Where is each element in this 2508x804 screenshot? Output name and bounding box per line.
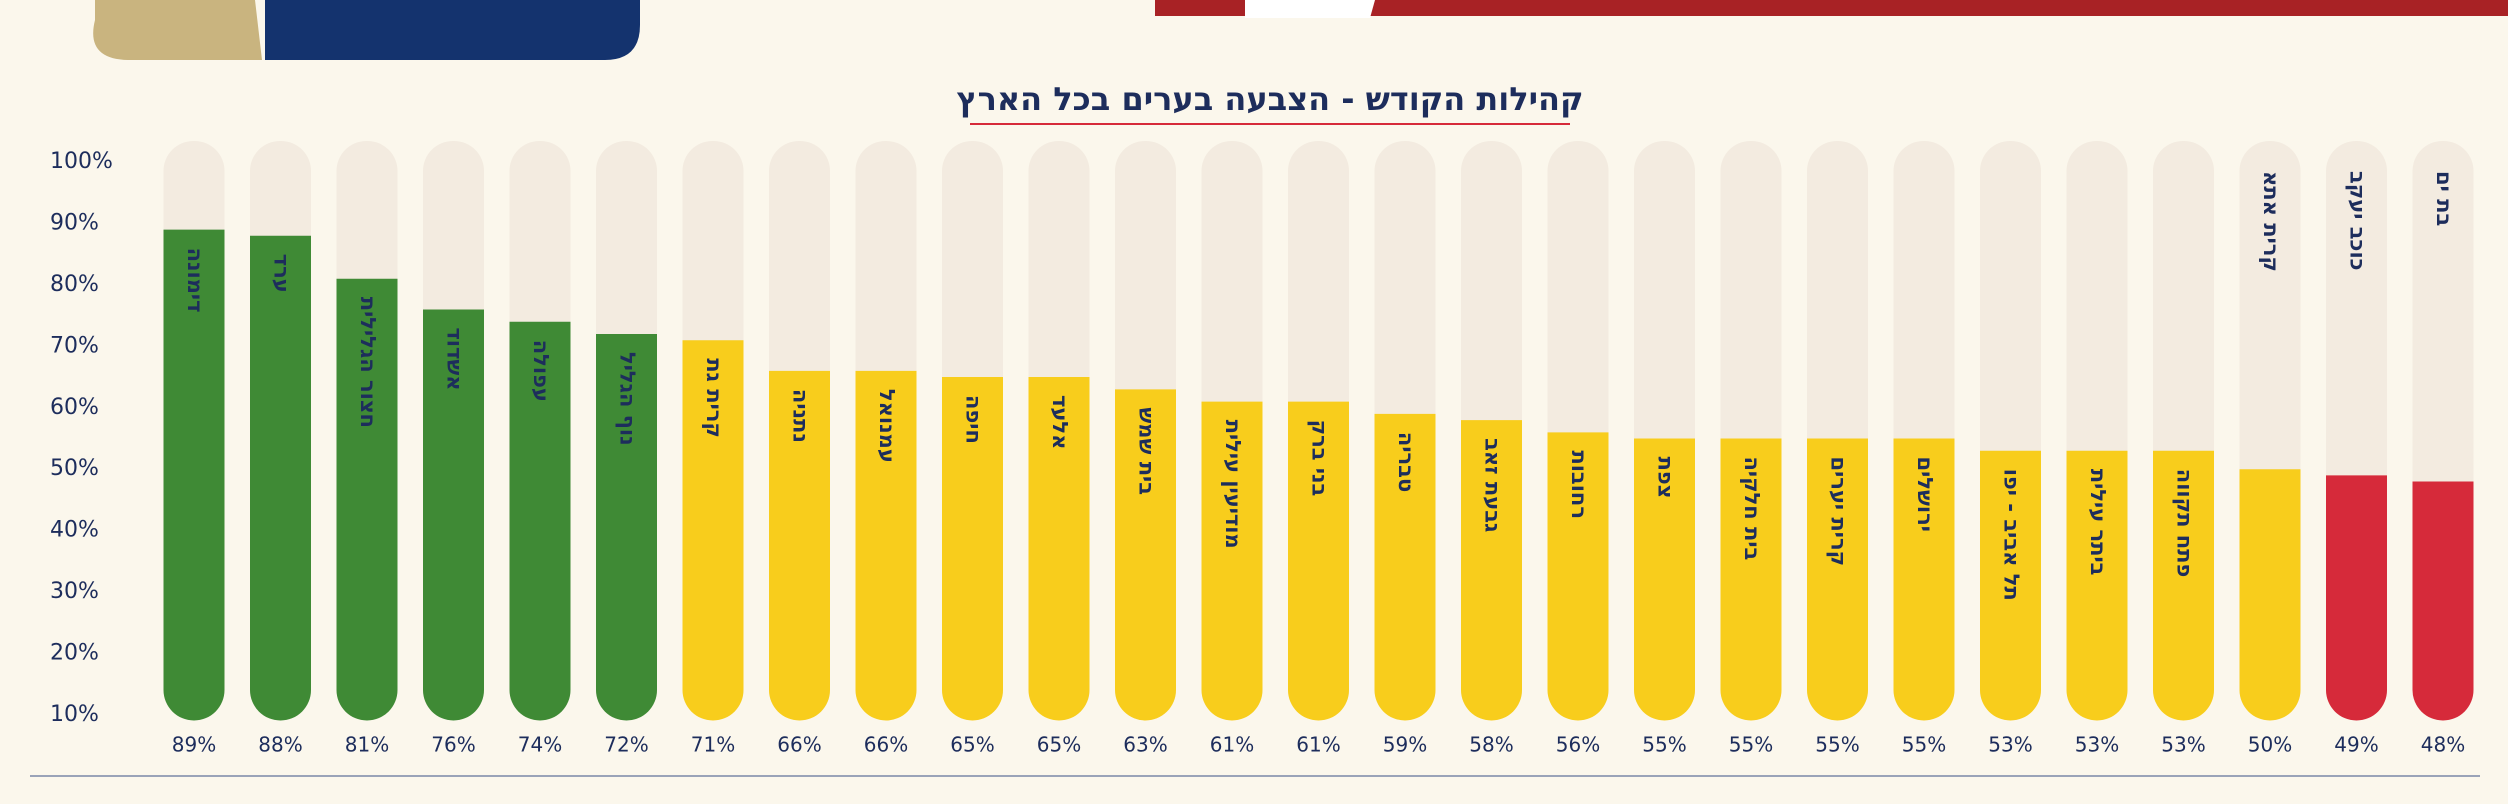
bar: [2239, 469, 2301, 721]
y-tick-label: 80%: [50, 272, 99, 297]
y-tick-label: 90%: [50, 210, 99, 235]
value-label: 81%: [345, 733, 389, 757]
bar: [2153, 450, 2214, 721]
bar-category-label: בית שמש: [1135, 407, 1159, 495]
bar-category-label: נתניה: [789, 389, 813, 443]
bar-category-label: רחובות: [1567, 450, 1591, 519]
y-tick-label: 20%: [50, 641, 99, 666]
bar-category-label: אלעד: [1048, 395, 1072, 449]
value-label: 74%: [518, 733, 562, 757]
value-label: 65%: [1037, 733, 1081, 757]
value-label: 76%: [431, 733, 475, 757]
bar: [855, 370, 917, 721]
bar: [336, 278, 398, 721]
bar: [942, 377, 1003, 721]
bar: [1201, 401, 1263, 721]
value-label: 48%: [2421, 733, 2465, 757]
bar: [596, 334, 657, 721]
bar-category-label: דימונה: [183, 248, 207, 313]
bar-category-label: טבריה: [1394, 432, 1418, 492]
value-label: 72%: [604, 733, 648, 757]
bar-category-label: ביתר עילית: [2086, 469, 2110, 576]
bar-category-label: קרית גת: [702, 358, 726, 438]
bar: [423, 309, 484, 721]
chart-title: קהילות הקודש - הצבעה בערים בכל הארץ: [956, 80, 1583, 118]
y-tick-label: 30%: [50, 579, 99, 604]
bar-category-label: קרית אתא: [2259, 171, 2283, 272]
bar: [250, 235, 311, 721]
value-label: 65%: [950, 733, 994, 757]
bar-category-label: ערד: [270, 254, 294, 293]
bar: [1720, 438, 1782, 721]
bar-category-label: תל אביב - יפו: [2000, 469, 2024, 601]
bar-category-label: בת ים: [2432, 171, 2456, 226]
value-label: 59%: [1383, 733, 1427, 757]
value-label: 55%: [1729, 733, 1773, 757]
bar: [769, 370, 830, 721]
bar-category-label: נוף הגליל: [616, 352, 640, 446]
bar: [1028, 377, 1090, 721]
bar-category-label: חיפה: [962, 395, 986, 444]
bar: [1288, 401, 1349, 721]
value-label: 55%: [1642, 733, 1686, 757]
bar-category-label: מודיעין עילית: [1221, 420, 1245, 549]
bar: [1374, 413, 1436, 721]
bar: [2066, 450, 2128, 721]
banner-tab: [1245, 0, 1375, 18]
value-label: 61%: [1210, 733, 1254, 757]
bar-category-label: חצור הגלילית: [356, 297, 380, 428]
value-label: 66%: [864, 733, 908, 757]
bar: [1807, 438, 1868, 721]
bar-category-label: קרית יערים: [1827, 457, 1851, 567]
value-label: 53%: [1988, 733, 2032, 757]
bar: [682, 340, 744, 721]
bar: [163, 229, 225, 721]
bar-category-label: כוכב יעקב: [2346, 171, 2370, 271]
bar: [509, 321, 571, 721]
y-tick-label: 40%: [50, 518, 99, 543]
value-label: 56%: [1556, 733, 1600, 757]
bar-category-label: גבעת זאב: [1481, 438, 1505, 532]
bar-category-label: עמנואל: [875, 389, 899, 463]
bar-category-label: בני ברק: [1308, 420, 1332, 497]
y-tick-label: 10%: [50, 702, 99, 727]
bar: [2326, 475, 2387, 721]
bar: [1461, 420, 1522, 721]
value-label: 71%: [691, 733, 735, 757]
bar: [1634, 438, 1695, 721]
value-label: 88%: [258, 733, 302, 757]
y-tick-label: 100%: [50, 149, 113, 174]
value-label: 53%: [2161, 733, 2205, 757]
bar-category-label: עפולה: [529, 340, 553, 402]
value-label: 55%: [1902, 733, 1946, 757]
value-label: 61%: [1296, 733, 1340, 757]
bar: [1115, 389, 1176, 721]
value-label: 89%: [172, 733, 216, 757]
y-tick-label: 60%: [50, 395, 99, 420]
value-label: 63%: [1123, 733, 1167, 757]
value-label: 53%: [2075, 733, 2119, 757]
value-label: 50%: [2248, 733, 2292, 757]
logo-left: [93, 0, 262, 60]
bar-category-label: פתח תקווה: [2173, 469, 2197, 578]
top-banner: [1155, 0, 2508, 16]
bar-category-label: אשדוד: [443, 327, 467, 390]
logo-right: [265, 0, 640, 60]
bar-category-label: ירושלים: [1913, 457, 1937, 532]
value-label: 66%: [777, 733, 821, 757]
bar: [2412, 481, 2474, 721]
bar: [1980, 450, 2041, 721]
value-label: 49%: [2334, 733, 2378, 757]
bar-category-label: צפת: [1654, 457, 1678, 499]
value-label: 58%: [1469, 733, 1513, 757]
y-tick-label: 50%: [50, 456, 99, 481]
y-tick-label: 70%: [50, 333, 99, 358]
bar: [1547, 432, 1609, 721]
value-label: 55%: [1815, 733, 1859, 757]
bar: [1893, 438, 1955, 721]
bar-category-label: בית חלקיה: [1740, 457, 1764, 561]
